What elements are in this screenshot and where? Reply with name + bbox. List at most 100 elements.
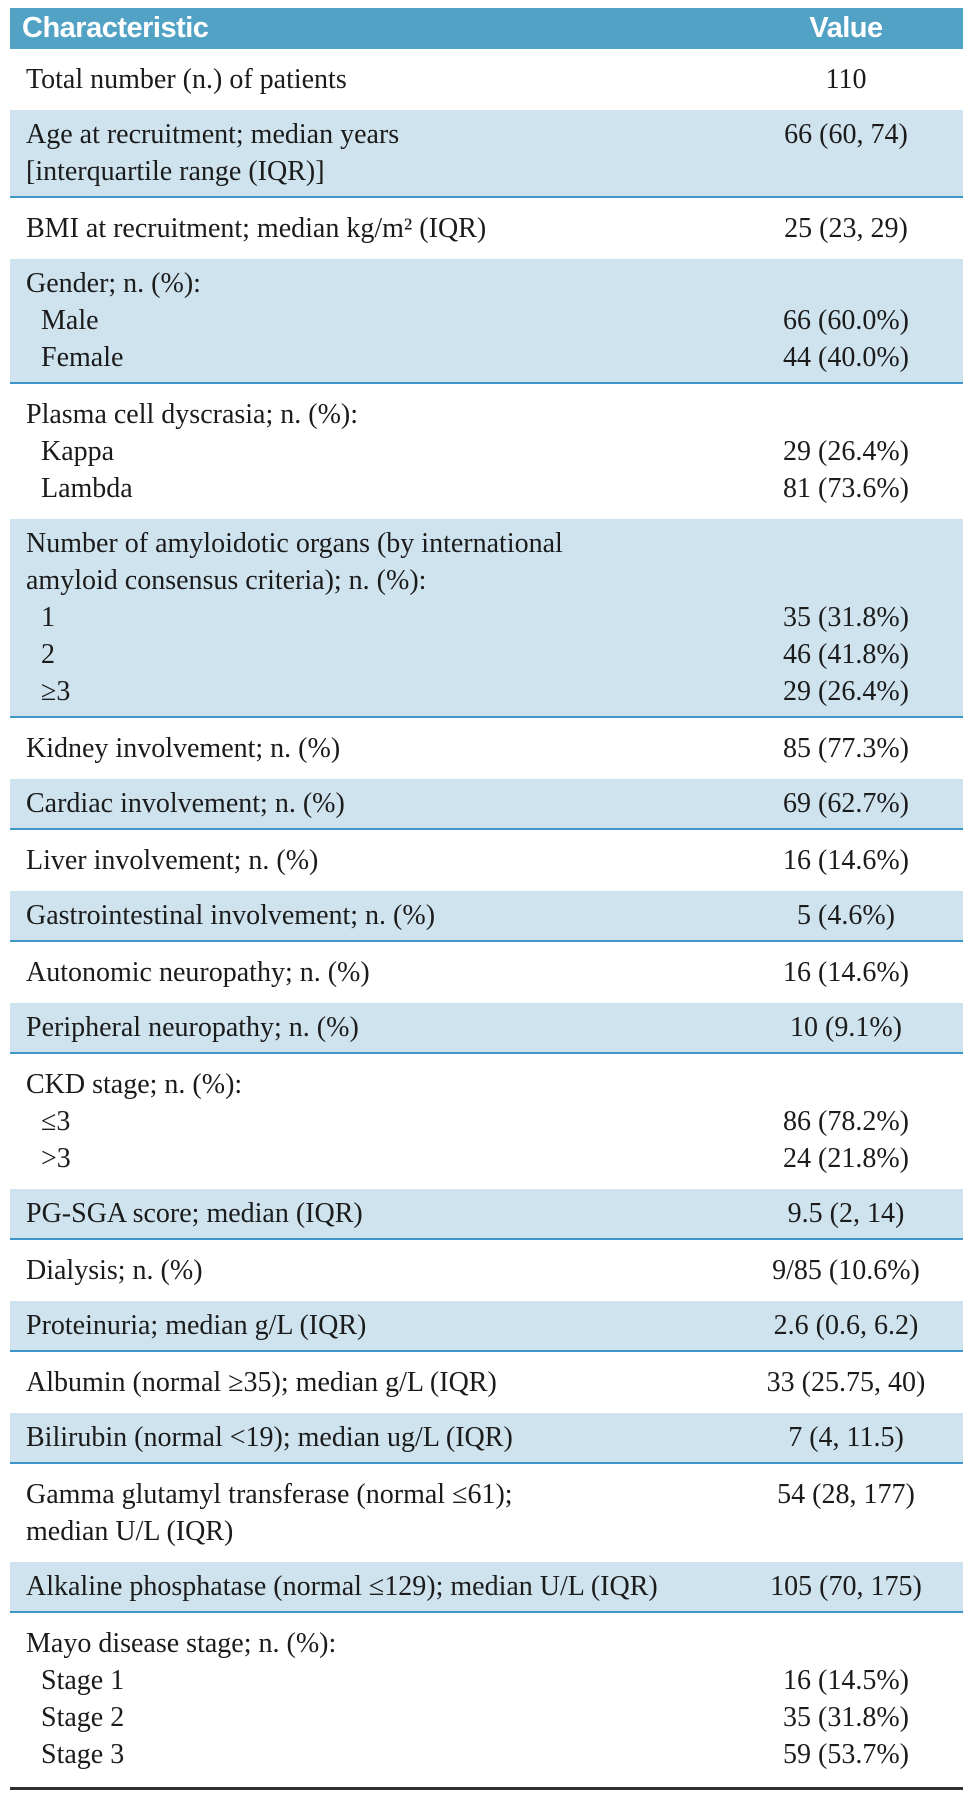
row-label: ≥3	[41, 676, 71, 707]
table-row: Kappa 29 (26.4%)	[10, 433, 963, 470]
table-row: amyloid consensus criteria); n. (%):	[10, 562, 963, 599]
row-label: Lambda	[41, 473, 133, 504]
table-row: Autonomic neuropathy; n. (%) 16 (14.6%)	[10, 954, 963, 991]
table-section: Gastrointestinal involvement; n. (%) 5 (4…	[10, 891, 963, 942]
table-row: Gamma glutamyl transferase (normal ≤61);…	[10, 1476, 963, 1513]
table-section: Total number (n.) of patients 110	[10, 49, 963, 110]
row-value: 25 (23, 29)	[784, 213, 908, 244]
row-value: 59 (53.7%)	[783, 1739, 909, 1770]
patient-characteristics-table: Characteristic Value Total number (n.) o…	[10, 8, 963, 1790]
table-section: Liver involvement; n. (%) 16 (14.6%)	[10, 830, 963, 891]
row-label: Dialysis; n. (%)	[26, 1255, 203, 1286]
table-row: Lambda 81 (73.6%)	[10, 470, 963, 507]
row-label: Gastrointestinal involvement; n. (%)	[26, 900, 436, 931]
row-label: Stage 3	[41, 1739, 125, 1770]
row-value: 16 (14.6%)	[783, 845, 909, 876]
row-value: 24 (21.8%)	[783, 1143, 909, 1174]
row-label: Total number (n.) of patients	[26, 64, 347, 95]
row-value	[729, 153, 963, 190]
table-row: Stage 2 35 (31.8%)	[10, 1699, 963, 1736]
table-row: Bilirubin (normal <19); median ug/L (IQR…	[10, 1419, 963, 1456]
row-value: 9.5 (2, 14)	[787, 1198, 905, 1229]
row-label: Alkaline phosphatase (normal ≤129); medi…	[26, 1571, 658, 1602]
table-row: Cardiac involvement; n. (%) 69 (62.7%)	[10, 785, 963, 822]
table-row: CKD stage; n. (%):	[10, 1066, 963, 1103]
row-value: 35 (31.8%)	[783, 602, 909, 633]
table-row: Male 66 (60.0%)	[10, 302, 963, 339]
table-row: PG-SGA score; median (IQR) 9.5 (2, 14)	[10, 1195, 963, 1232]
row-value: 46 (41.8%)	[783, 639, 909, 670]
row-label: Kappa	[41, 436, 115, 467]
row-value: 35 (31.8%)	[783, 1702, 909, 1733]
table-section: Bilirubin (normal <19); median ug/L (IQR…	[10, 1413, 963, 1464]
row-value: 69 (62.7%)	[783, 788, 909, 819]
row-label: Gamma glutamyl transferase (normal ≤61);	[26, 1479, 513, 1510]
table-row: [interquartile range (IQR)]	[10, 153, 963, 190]
row-value: 10 (9.1%)	[790, 1012, 902, 1043]
row-label: Albumin (normal ≥35); median g/L (IQR)	[26, 1367, 497, 1398]
row-label: BMI at recruitment; median kg/m² (IQR)	[26, 213, 487, 244]
table-row: Plasma cell dyscrasia; n. (%):	[10, 396, 963, 433]
row-value: 44 (40.0%)	[783, 342, 909, 373]
row-value	[729, 1513, 963, 1550]
table-row: 2 46 (41.8%)	[10, 636, 963, 673]
row-value: 16 (14.6%)	[783, 957, 909, 988]
table-row: ≤3 86 (78.2%)	[10, 1103, 963, 1140]
table-section: Proteinuria; median g/L (IQR) 2.6 (0.6, 6…	[10, 1301, 963, 1352]
row-label: Stage 1	[41, 1665, 125, 1696]
table-section: Albumin (normal ≥35); median g/L (IQR) 33…	[10, 1352, 963, 1413]
row-label: Stage 2	[41, 1702, 125, 1733]
table-row: Albumin (normal ≥35); median g/L (IQR) 33…	[10, 1364, 963, 1401]
row-label: 2	[41, 639, 55, 670]
table-row: Kidney involvement; n. (%) 85 (77.3%)	[10, 730, 963, 767]
row-value: 85 (77.3%)	[783, 733, 909, 764]
table-section: Gender; n. (%): Male 66 (60.0%) Female 44 (4…	[10, 259, 963, 384]
row-label: ≤3	[41, 1106, 71, 1137]
table-row: Dialysis; n. (%) 9/85 (10.6%)	[10, 1252, 963, 1289]
row-value: 9/85 (10.6%)	[772, 1255, 920, 1286]
row-value: 2.6 (0.6, 6.2)	[773, 1310, 919, 1341]
table-section: CKD stage; n. (%): ≤3 86 (78.2%) >3 24 (21.8…	[10, 1054, 963, 1189]
row-value: 66 (60.0%)	[783, 305, 909, 336]
row-value: 66 (60, 74)	[784, 119, 908, 150]
row-label: Peripheral neuropathy; n. (%)	[26, 1012, 359, 1043]
row-value: 29 (26.4%)	[783, 676, 909, 707]
row-label: CKD stage; n. (%):	[26, 1069, 243, 1100]
table-row: 1 35 (31.8%)	[10, 599, 963, 636]
row-label: Bilirubin (normal <19); median ug/L (IQR…	[26, 1422, 513, 1453]
table-row: Peripheral neuropathy; n. (%) 10 (9.1%)	[10, 1009, 963, 1046]
row-value	[729, 265, 963, 302]
table-row: Alkaline phosphatase (normal ≤129); medi…	[10, 1568, 963, 1605]
row-label: Female	[41, 342, 124, 373]
row-label: Male	[41, 305, 99, 336]
table-bottom-rule	[10, 1787, 963, 1790]
row-value: 29 (26.4%)	[783, 436, 909, 467]
column-header-characteristic: Characteristic	[22, 12, 209, 44]
table-row: Number of amyloidotic organs (by interna…	[10, 525, 963, 562]
row-label: >3	[41, 1143, 71, 1174]
row-label: Cardiac involvement; n. (%)	[26, 788, 345, 819]
table-section: Kidney involvement; n. (%) 85 (77.3%)	[10, 718, 963, 779]
row-value: 16 (14.5%)	[783, 1665, 909, 1696]
row-value	[729, 525, 963, 562]
row-label: Gender; n. (%):	[26, 268, 201, 299]
row-value: 81 (73.6%)	[783, 473, 909, 504]
row-label: median U/L (IQR)	[26, 1516, 234, 1547]
row-label: Liver involvement; n. (%)	[26, 845, 319, 876]
row-label: 1	[41, 602, 55, 633]
row-value: 105 (70, 175)	[770, 1571, 922, 1602]
table-row: Mayo disease stage; n. (%):	[10, 1625, 963, 1662]
row-label: Mayo disease stage; n. (%):	[26, 1628, 337, 1659]
row-value	[729, 562, 963, 599]
table-row: Female 44 (40.0%)	[10, 339, 963, 376]
column-header-value: Value	[809, 12, 883, 44]
table-section: Autonomic neuropathy; n. (%) 16 (14.6%)	[10, 942, 963, 1003]
row-value: 54 (28, 177)	[777, 1479, 915, 1510]
row-label: Kidney involvement; n. (%)	[26, 733, 341, 764]
table-section: Plasma cell dyscrasia; n. (%): Kappa 29 (2…	[10, 384, 963, 519]
table-row: >3 24 (21.8%)	[10, 1140, 963, 1177]
row-value	[729, 1625, 963, 1662]
table-section: Gamma glutamyl transferase (normal ≤61);…	[10, 1464, 963, 1562]
row-label: Autonomic neuropathy; n. (%)	[26, 957, 370, 988]
table-row: Stage 1 16 (14.5%)	[10, 1662, 963, 1699]
